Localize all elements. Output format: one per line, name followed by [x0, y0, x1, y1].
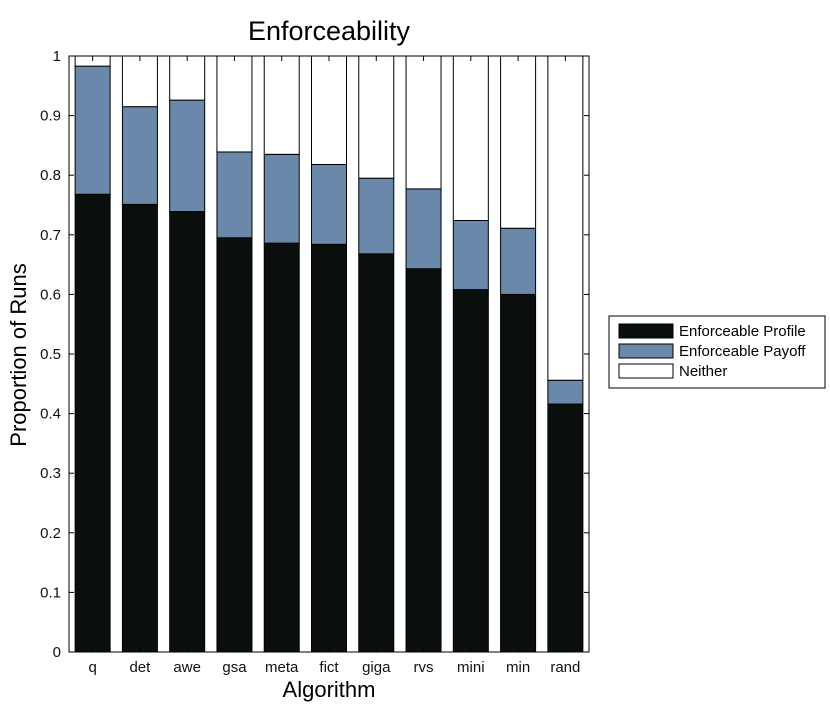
y-tick-label: 0: [53, 644, 61, 661]
bar-neither: [358, 55, 395, 179]
x-tick-label: gsa: [222, 659, 247, 676]
y-axis-title: Proportion of Runs: [6, 263, 31, 446]
bar-enforceable-payoff: [358, 177, 395, 255]
bar-enforceable-profile: [121, 203, 158, 653]
bar-neither: [216, 55, 253, 153]
x-tick-label: rand: [550, 659, 580, 676]
bar-enforceable-profile: [169, 211, 206, 653]
bar-enforceable-payoff: [405, 188, 442, 270]
legend-label: Neither: [679, 363, 727, 380]
legend-swatch: [618, 363, 674, 379]
legend-label: Enforceable Profile: [679, 323, 806, 340]
bar-enforceable-payoff: [547, 379, 584, 405]
bar-enforceable-profile: [452, 289, 489, 653]
bar-enforceable-profile: [216, 237, 253, 653]
x-tick-label: meta: [265, 659, 299, 676]
x-tick-label: q: [88, 659, 96, 676]
x-tick-label: awe: [173, 659, 201, 676]
y-tick-label: 0.3: [40, 465, 61, 482]
bar-enforceable-payoff: [311, 163, 347, 245]
legend-label: Enforceable Payoff: [679, 343, 806, 360]
y-tick-label: 0.4: [40, 406, 61, 423]
bar-enforceable-profile: [547, 403, 584, 653]
bar-enforceable-payoff: [121, 106, 158, 205]
bar-neither: [405, 55, 442, 190]
bar-enforceable-payoff: [500, 227, 537, 295]
legend: Enforceable Profile Enforceable Payoff Nei…: [608, 315, 826, 389]
bar-neither: [121, 55, 158, 108]
bar-enforceable-profile: [263, 242, 300, 653]
bar-enforceable-profile: [500, 293, 537, 653]
y-tick-label: 0.6: [40, 286, 61, 303]
x-tick-label: giga: [362, 659, 391, 676]
bar-neither: [263, 55, 300, 155]
y-tick-label: 1: [53, 48, 61, 65]
bar-enforceable-profile: [74, 193, 111, 653]
y-tick-label: 0.9: [40, 108, 61, 125]
bar-enforceable-payoff: [169, 99, 206, 213]
bar-neither: [500, 55, 537, 229]
bar-enforceable-payoff: [216, 151, 253, 239]
chart-title: Enforceability: [248, 16, 411, 46]
y-tick-label: 0.1: [40, 584, 61, 601]
legend-swatch: [618, 323, 674, 339]
plot-area: 0 0.1 0.2 0.3 0.4 0.5 0.6 0.7 0.8 0.9 1 q det awe gsa m…: [40, 48, 590, 676]
bar-enforceable-payoff: [452, 219, 489, 291]
bar-enforceable-profile: [311, 243, 347, 653]
x-tick-label: mini: [457, 659, 485, 676]
bar-neither: [547, 55, 584, 381]
x-axis-title: Algorithm: [283, 677, 376, 702]
x-tick-label: det: [129, 659, 151, 676]
bar-enforceable-profile: [358, 253, 395, 653]
y-tick-label: 0.5: [40, 346, 61, 363]
x-tick-label: min: [506, 659, 530, 676]
bar-enforceable-payoff: [263, 153, 300, 244]
legend-swatch: [618, 343, 674, 359]
bar-neither: [169, 55, 206, 101]
x-tick-label: fict: [319, 659, 339, 676]
bar-enforceable-profile: [405, 268, 442, 653]
bar-neither: [452, 55, 489, 221]
y-tick-label: 0.8: [40, 167, 61, 184]
bar-neither: [311, 55, 347, 165]
x-tick-label: rvs: [414, 659, 434, 676]
bar-enforceable-payoff: [74, 65, 111, 195]
y-tick-label: 0.2: [40, 525, 61, 542]
y-tick-label: 0.7: [40, 227, 61, 244]
